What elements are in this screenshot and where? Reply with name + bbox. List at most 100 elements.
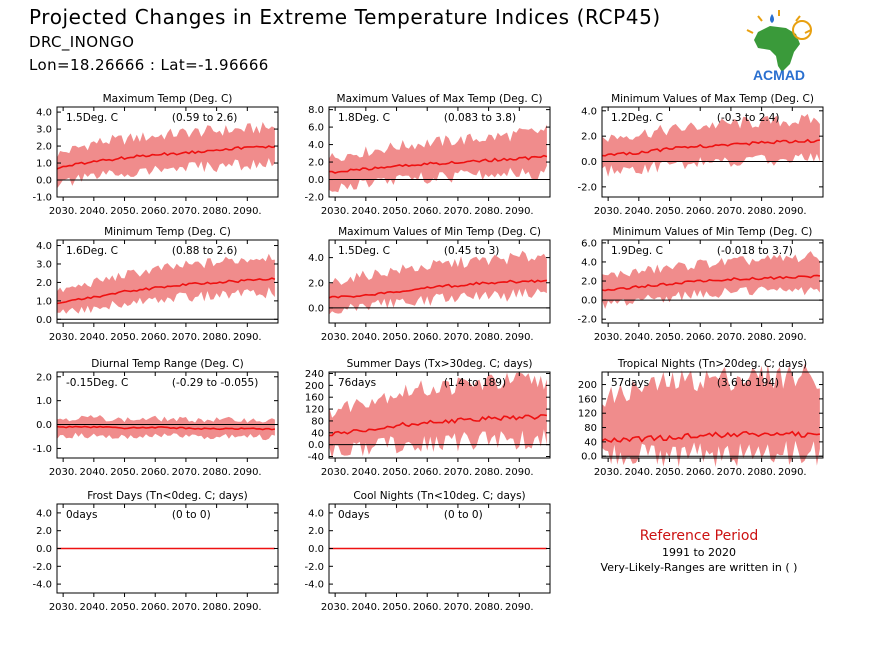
y-tick-label: 1.0 bbox=[36, 159, 52, 170]
chart-title: Minimum Temp (Deg. C) bbox=[104, 226, 231, 238]
y-tick-label: 80 bbox=[584, 423, 597, 434]
change-value: 76days bbox=[338, 377, 376, 389]
y-tick-label: 40 bbox=[311, 428, 324, 439]
y-tick-label: 0.0 bbox=[36, 544, 52, 555]
x-tick-label: 2070. bbox=[444, 332, 473, 343]
plot-frame bbox=[56, 239, 279, 324]
x-tick-label: 2040. bbox=[80, 467, 109, 478]
plot-frame bbox=[601, 106, 824, 198]
x-tick-label: 2030. bbox=[594, 206, 623, 217]
y-tick-label: -4.0 bbox=[32, 580, 52, 591]
y-tick-label: 0.0 bbox=[581, 452, 597, 463]
y-tick-label: -2.0 bbox=[304, 193, 324, 204]
x-tick-label: 2090. bbox=[505, 467, 534, 478]
x-tick-label: 2060. bbox=[141, 206, 170, 217]
x-tick-label: 2090. bbox=[233, 602, 262, 613]
range-value: (0 to 0) bbox=[444, 509, 483, 521]
y-tick-label: 2.0 bbox=[581, 277, 597, 288]
x-tick-label: 2080. bbox=[747, 206, 776, 217]
y-tick-label: 4.0 bbox=[308, 253, 324, 264]
y-tick-label: 200 bbox=[578, 380, 597, 391]
x-tick-label: 2070. bbox=[172, 602, 201, 613]
x-tick-label: 2060. bbox=[141, 467, 170, 478]
y-tick-label: 0.0 bbox=[308, 303, 324, 314]
range-value: (0.88 to 2.6) bbox=[172, 245, 238, 257]
y-tick-label: 2.0 bbox=[308, 278, 324, 289]
station-coords: Lon=18.26666 : Lat=-1.96666 bbox=[29, 56, 269, 74]
chart-panel: 2030. 2040. 2050. 2060. 2070. 2080. 2090. -1.0 0… bbox=[32, 93, 279, 217]
plot-frame bbox=[56, 371, 279, 459]
x-tick-label: 2060. bbox=[141, 332, 170, 343]
change-value: 1.8Deg. C bbox=[338, 112, 390, 124]
y-tick-label: -2.0 bbox=[304, 562, 324, 573]
y-tick-label: 200 bbox=[305, 381, 324, 392]
x-tick-label: 2030. bbox=[321, 206, 350, 217]
y-tick-label: -1.0 bbox=[32, 444, 52, 455]
y-tick-label: 0.0 bbox=[308, 440, 324, 451]
y-tick-label: -1.0 bbox=[32, 193, 52, 204]
x-tick-label: 2030. bbox=[49, 602, 78, 613]
chart-title: Cool Nights (Tn<10deg. C; days) bbox=[353, 490, 525, 502]
x-tick-label: 2040. bbox=[625, 206, 654, 217]
y-tick-label: 4.0 bbox=[308, 140, 324, 151]
median-change-line bbox=[56, 425, 276, 431]
y-tick-label: 4.0 bbox=[36, 108, 52, 119]
chart-title: Maximum Temp (Deg. C) bbox=[103, 93, 233, 105]
y-tick-label: 4.0 bbox=[308, 508, 324, 519]
median-change-line bbox=[328, 279, 548, 299]
chart-panel: 2030. 2040. 2050. 2060. 2070. 2080. 2090. 0.0 2.… bbox=[308, 226, 551, 343]
y-tick-label: 6.0 bbox=[308, 123, 324, 134]
chart-title: Tropical Nights (Tn>20deg. C; days) bbox=[617, 358, 807, 370]
y-tick-label: 0.0 bbox=[308, 544, 324, 555]
x-tick-label: 2050. bbox=[382, 206, 411, 217]
x-tick-label: 2090. bbox=[505, 206, 534, 217]
y-tick-label: 160 bbox=[305, 393, 324, 404]
very-likely-range-band bbox=[329, 250, 547, 315]
x-tick-label: 2050. bbox=[110, 206, 139, 217]
x-tick-label: 2040. bbox=[625, 467, 654, 478]
very-likely-range-band bbox=[329, 372, 547, 459]
x-tick-label: 2050. bbox=[655, 467, 684, 478]
range-value: (-0.018 to 3.7) bbox=[717, 245, 793, 257]
x-tick-label: 2080. bbox=[202, 602, 231, 613]
x-tick-label: 2090. bbox=[233, 332, 262, 343]
chart-title: Minimum Values of Min Temp (Deg. C) bbox=[613, 226, 813, 238]
change-value: 1.9Deg. C bbox=[611, 245, 663, 257]
x-tick-label: 2040. bbox=[80, 206, 109, 217]
x-tick-label: 2040. bbox=[352, 467, 381, 478]
x-tick-label: 2030. bbox=[321, 467, 350, 478]
chart-panel: 2030. 2040. 2050. 2060. 2070. 2080. 2090. -2.0 0… bbox=[304, 93, 551, 217]
x-tick-label: 2050. bbox=[655, 332, 684, 343]
change-value: 0days bbox=[66, 509, 97, 521]
y-tick-label: 240 bbox=[305, 369, 324, 380]
range-value: (-0.3 to 2.4) bbox=[717, 112, 780, 124]
y-tick-label: 6.0 bbox=[581, 238, 597, 249]
x-tick-label: 2070. bbox=[172, 206, 201, 217]
very-likely-range-band bbox=[57, 253, 275, 314]
y-tick-label: -2.0 bbox=[577, 182, 597, 193]
y-tick-label: 2.0 bbox=[308, 526, 324, 537]
y-tick-label: 4.0 bbox=[36, 241, 52, 252]
x-tick-label: 2080. bbox=[747, 467, 776, 478]
y-tick-label: 0.0 bbox=[36, 420, 52, 431]
change-value: 0days bbox=[338, 509, 369, 521]
median-change-line bbox=[329, 154, 548, 174]
x-tick-label: 2050. bbox=[382, 467, 411, 478]
x-tick-label: 2070. bbox=[717, 332, 746, 343]
x-tick-label: 2050. bbox=[110, 602, 139, 613]
x-tick-label: 2090. bbox=[778, 332, 807, 343]
median-change-line bbox=[56, 277, 276, 305]
x-tick-label: 2070. bbox=[444, 467, 473, 478]
chart-panel: 2030. 2040. 2050. 2060. 2070. 2080. 2090. 0.0 1.… bbox=[36, 226, 279, 343]
x-tick-label: 2080. bbox=[474, 467, 503, 478]
range-value: (0.45 to 3) bbox=[444, 245, 499, 257]
y-tick-label: 40 bbox=[584, 437, 597, 448]
x-tick-label: 2070. bbox=[444, 602, 473, 613]
range-value: (0 to 0) bbox=[172, 509, 211, 521]
chart-title: Maximum Values of Max Temp (Deg. C) bbox=[337, 93, 543, 105]
y-tick-label: 0.0 bbox=[308, 175, 324, 186]
chart-panel: 2030. 2040. 2050. 2060. 2070. 2080. 2090. -1.0 0… bbox=[32, 358, 279, 478]
x-tick-label: 2080. bbox=[474, 602, 503, 613]
y-tick-label: 0.0 bbox=[581, 296, 597, 307]
x-tick-label: 2060. bbox=[686, 332, 715, 343]
